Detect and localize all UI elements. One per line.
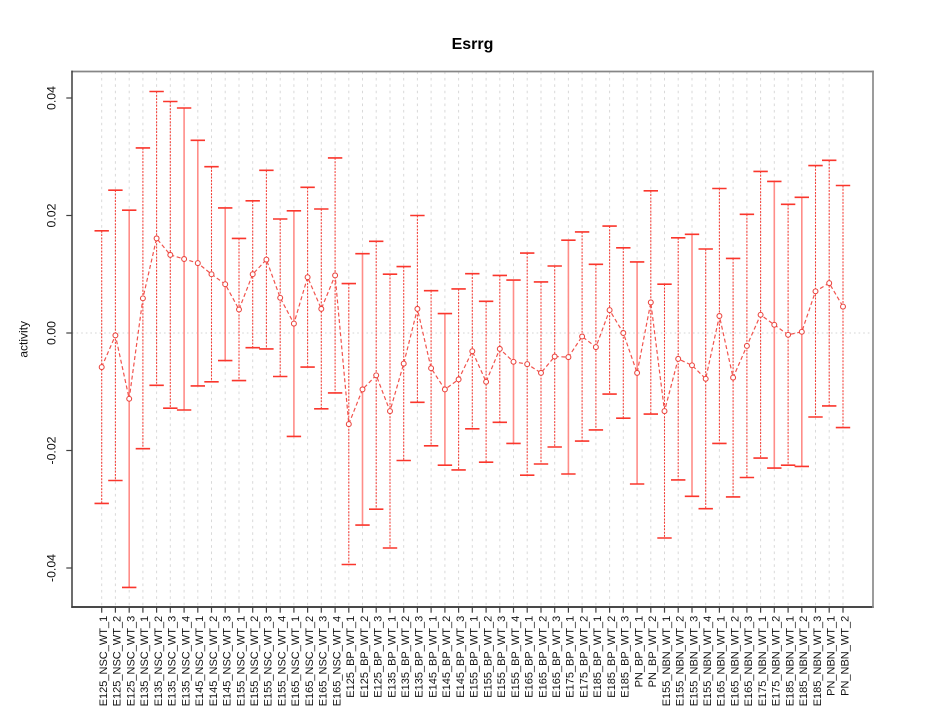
svg-text:E165_NSC_WT_1: E165_NSC_WT_1 <box>290 616 302 707</box>
svg-text:E135_BP_WT_2: E135_BP_WT_2 <box>400 616 412 698</box>
svg-text:E165_BP_WT_1: E165_BP_WT_1 <box>524 616 536 698</box>
svg-text:E165_NSC_WT_2: E165_NSC_WT_2 <box>304 616 316 707</box>
svg-text:E165_NBN_WT_3: E165_NBN_WT_3 <box>743 616 755 707</box>
svg-text:0.04: 0.04 <box>45 86 59 110</box>
svg-text:PN_NBN_WT_1: PN_NBN_WT_1 <box>826 616 838 696</box>
svg-text:E125_BP_WT_1: E125_BP_WT_1 <box>345 616 357 698</box>
svg-text:E175_NBN_WT_2: E175_NBN_WT_2 <box>771 616 783 707</box>
svg-text:E135_NSC_WT_3: E135_NSC_WT_3 <box>167 616 179 707</box>
svg-text:E125_NSC_WT_1: E125_NSC_WT_1 <box>98 616 110 707</box>
svg-text:E165_BP_WT_3: E165_BP_WT_3 <box>551 616 563 698</box>
svg-text:E135_NSC_WT_4: E135_NSC_WT_4 <box>180 616 192 707</box>
svg-text:E155_NBN_WT_2: E155_NBN_WT_2 <box>675 616 687 707</box>
svg-text:E125_BP_WT_3: E125_BP_WT_3 <box>373 616 385 698</box>
svg-text:E145_BP_WT_3: E145_BP_WT_3 <box>455 616 467 698</box>
svg-text:Esrrg: Esrrg <box>452 36 494 53</box>
svg-text:E135_BP_WT_1: E135_BP_WT_1 <box>386 616 398 698</box>
svg-text:activity: activity <box>17 321 31 358</box>
svg-text:E175_NBN_WT_1: E175_NBN_WT_1 <box>757 616 769 707</box>
svg-text:PN_BP_WT_1: PN_BP_WT_1 <box>633 616 645 688</box>
svg-text:E185_BP_WT_2: E185_BP_WT_2 <box>606 616 618 698</box>
svg-text:E155_BP_WT_1: E155_BP_WT_1 <box>469 616 481 698</box>
svg-text:PN_NBN_WT_2: PN_NBN_WT_2 <box>839 616 851 696</box>
svg-text:0.02: 0.02 <box>45 203 59 227</box>
svg-text:PN_BP_WT_2: PN_BP_WT_2 <box>647 616 659 688</box>
svg-text:-0.04: -0.04 <box>45 554 59 582</box>
svg-text:E135_BP_WT_3: E135_BP_WT_3 <box>414 616 426 698</box>
svg-text:E155_BP_WT_3: E155_BP_WT_3 <box>496 616 508 698</box>
svg-text:E125_BP_WT_2: E125_BP_WT_2 <box>359 616 371 698</box>
svg-text:E155_NBN_WT_4: E155_NBN_WT_4 <box>702 616 714 707</box>
svg-text:E165_NBN_WT_2: E165_NBN_WT_2 <box>729 616 741 707</box>
svg-text:E155_NBN_WT_1: E155_NBN_WT_1 <box>661 616 673 707</box>
svg-text:E155_BP_WT_4: E155_BP_WT_4 <box>510 616 522 698</box>
svg-text:E155_NSC_WT_3: E155_NSC_WT_3 <box>263 616 275 707</box>
svg-text:E185_BP_WT_3: E185_BP_WT_3 <box>620 616 632 698</box>
svg-text:E175_BP_WT_1: E175_BP_WT_1 <box>565 616 577 698</box>
svg-text:E155_NSC_WT_2: E155_NSC_WT_2 <box>249 616 261 707</box>
svg-text:E155_NBN_WT_3: E155_NBN_WT_3 <box>688 616 700 707</box>
svg-text:E145_NSC_WT_2: E145_NSC_WT_2 <box>208 616 220 707</box>
svg-text:E145_BP_WT_2: E145_BP_WT_2 <box>441 616 453 698</box>
svg-text:E135_NSC_WT_1: E135_NSC_WT_1 <box>139 616 151 707</box>
svg-text:E155_NSC_WT_4: E155_NSC_WT_4 <box>277 616 289 707</box>
svg-text:0.00: 0.00 <box>45 321 59 345</box>
svg-text:E145_BP_WT_1: E145_BP_WT_1 <box>427 616 439 698</box>
svg-text:-0.02: -0.02 <box>45 436 59 464</box>
svg-text:E125_NSC_WT_3: E125_NSC_WT_3 <box>126 616 138 707</box>
svg-text:E155_BP_WT_2: E155_BP_WT_2 <box>482 616 494 698</box>
svg-text:E165_NSC_WT_4: E165_NSC_WT_4 <box>331 616 343 707</box>
svg-text:E185_NBN_WT_1: E185_NBN_WT_1 <box>784 616 796 707</box>
svg-text:E145_NSC_WT_3: E145_NSC_WT_3 <box>222 616 234 707</box>
svg-text:E155_NSC_WT_1: E155_NSC_WT_1 <box>235 616 247 707</box>
svg-text:E135_NSC_WT_2: E135_NSC_WT_2 <box>153 616 165 707</box>
svg-text:E185_NBN_WT_3: E185_NBN_WT_3 <box>812 616 824 707</box>
svg-text:E185_BP_WT_1: E185_BP_WT_1 <box>592 616 604 698</box>
svg-text:E165_NSC_WT_3: E165_NSC_WT_3 <box>318 616 330 707</box>
svg-text:E125_NSC_WT_2: E125_NSC_WT_2 <box>112 616 124 707</box>
svg-text:E145_NSC_WT_1: E145_NSC_WT_1 <box>194 616 206 707</box>
svg-text:E175_BP_WT_2: E175_BP_WT_2 <box>578 616 590 698</box>
svg-text:E165_BP_WT_2: E165_BP_WT_2 <box>537 616 549 698</box>
svg-text:E185_NBN_WT_2: E185_NBN_WT_2 <box>798 616 810 707</box>
svg-text:E165_NBN_WT_1: E165_NBN_WT_1 <box>716 616 728 707</box>
